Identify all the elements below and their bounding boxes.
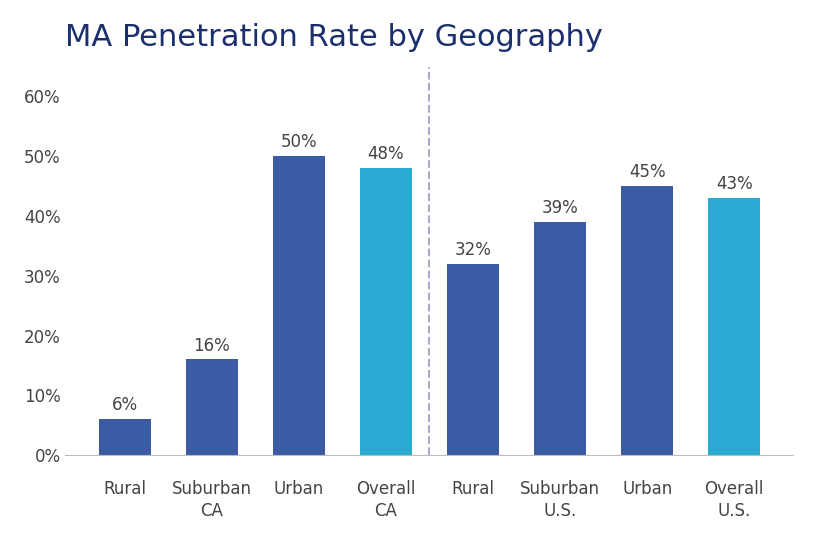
Bar (621, 186, 673, 455)
Text: 50%: 50% (281, 133, 317, 152)
Text: CA: CA (375, 502, 398, 519)
Bar (708, 198, 761, 455)
Text: 32%: 32% (455, 241, 492, 259)
Text: Overall: Overall (704, 480, 764, 498)
Text: Urban: Urban (622, 480, 672, 498)
Text: Rural: Rural (452, 480, 495, 498)
Text: MA Penetration Rate by Geography: MA Penetration Rate by Geography (65, 23, 604, 52)
Text: Suburban: Suburban (520, 480, 600, 498)
Text: 16%: 16% (193, 337, 230, 355)
Text: 43%: 43% (716, 175, 753, 193)
Text: Rural: Rural (103, 480, 146, 498)
Text: U.S.: U.S. (543, 502, 577, 519)
Bar (534, 222, 587, 455)
Text: Overall: Overall (356, 480, 416, 498)
Text: 39%: 39% (542, 199, 578, 217)
Text: U.S.: U.S. (717, 502, 751, 519)
Text: 48%: 48% (367, 145, 404, 163)
Text: CA: CA (200, 502, 223, 519)
Bar (272, 157, 325, 455)
Bar (360, 168, 412, 455)
Text: 45%: 45% (629, 163, 666, 181)
Text: Urban: Urban (274, 480, 324, 498)
Bar (98, 419, 151, 455)
Text: 6%: 6% (111, 396, 137, 415)
Bar (447, 264, 499, 455)
Text: Suburban: Suburban (172, 480, 252, 498)
Bar (186, 360, 238, 455)
